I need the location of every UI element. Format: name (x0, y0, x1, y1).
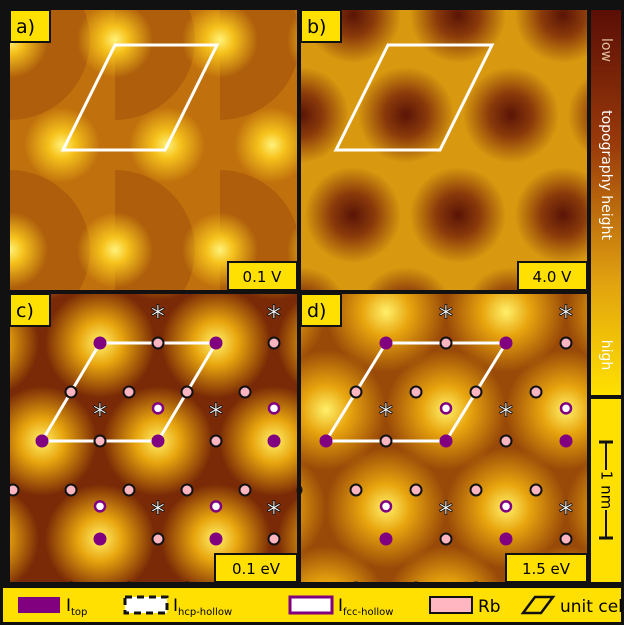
rb-atom (182, 387, 193, 398)
rb-atom (561, 534, 572, 545)
hcp-site: ∗ (207, 397, 225, 422)
rb-atom (240, 485, 251, 496)
hcp-site: ∗ (497, 397, 515, 422)
top-site (94, 533, 107, 546)
top-site (210, 533, 223, 546)
hcp-site: ∗ (265, 299, 283, 324)
fcc-site (211, 501, 221, 511)
hcp-site: ∗ (437, 495, 455, 520)
hcp-site: ∗ (149, 299, 167, 324)
legend-symbol (125, 597, 167, 613)
top-site (380, 533, 393, 546)
rb-atom (95, 436, 106, 447)
legend-symbol (430, 597, 472, 613)
fcc-site (501, 501, 511, 511)
rb-atom (561, 338, 572, 349)
rb-atom (351, 485, 362, 496)
scale-label: 1 nm (598, 471, 616, 509)
legend-symbol (290, 597, 332, 613)
top-site (36, 435, 49, 448)
rb-atom (124, 485, 135, 496)
fcc-site (153, 403, 163, 413)
rb-atom (153, 338, 164, 349)
top-site (500, 533, 513, 546)
hcp-site: ∗ (265, 495, 283, 520)
fcc-site (95, 501, 105, 511)
bias-label: 4.0 V (533, 268, 573, 286)
panel-label: b) (307, 16, 326, 38)
rb-atom (269, 534, 280, 545)
top-site (94, 337, 107, 350)
bias-label: 0.1 V (243, 268, 283, 286)
top-site (560, 435, 573, 448)
rb-atom (441, 534, 452, 545)
fcc-site (561, 403, 571, 413)
legend-entry: unit cell (560, 597, 624, 617)
fcc-site (269, 403, 279, 413)
rb-atom (531, 485, 542, 496)
hcp-site: ∗ (437, 299, 455, 324)
rb-atom (471, 485, 482, 496)
colorbar-low: low (598, 38, 614, 62)
hcp-site: ∗ (377, 397, 395, 422)
legend-entry: Rb (478, 597, 501, 617)
bias-label: 0.1 eV (232, 560, 281, 578)
rb-atom (531, 387, 542, 398)
hcp-site: ∗ (557, 495, 575, 520)
bias-label: 1.5 eV (522, 560, 571, 578)
rb-atom (124, 387, 135, 398)
rb-atom (66, 485, 77, 496)
rb-atom (269, 338, 280, 349)
rb-atom (351, 387, 362, 398)
hcp-site: ∗ (149, 495, 167, 520)
rb-atom (211, 436, 222, 447)
rb-atom (240, 387, 251, 398)
top-site (440, 435, 453, 448)
rb-atom (441, 338, 452, 349)
top-site (268, 435, 281, 448)
legend-symbol (18, 597, 60, 613)
top-site (152, 435, 165, 448)
colorbar-title: topography height (598, 110, 614, 240)
panel-label: c) (16, 300, 34, 322)
rb-atom (501, 436, 512, 447)
top-site (320, 435, 333, 448)
rb-atom (471, 387, 482, 398)
rb-atom (411, 485, 422, 496)
panel-label: a) (16, 16, 35, 38)
rb-atom (182, 485, 193, 496)
top-site (210, 337, 223, 350)
fcc-site (381, 501, 391, 511)
rb-atom (411, 387, 422, 398)
panel-label: d) (307, 300, 326, 322)
hcp-site: ∗ (557, 299, 575, 324)
hcp-site: ∗ (91, 397, 109, 422)
top-site (500, 337, 513, 350)
rb-atom (153, 534, 164, 545)
rb-atom (381, 436, 392, 447)
rb-atom (66, 387, 77, 398)
colorbar-high: high (598, 340, 614, 371)
figure: ∗∗∗∗∗∗∗ ∗∗∗∗∗∗∗ a) b) c) d) 0.1 V 4.0 V … (0, 0, 624, 625)
top-site (380, 337, 393, 350)
fcc-site (441, 403, 451, 413)
